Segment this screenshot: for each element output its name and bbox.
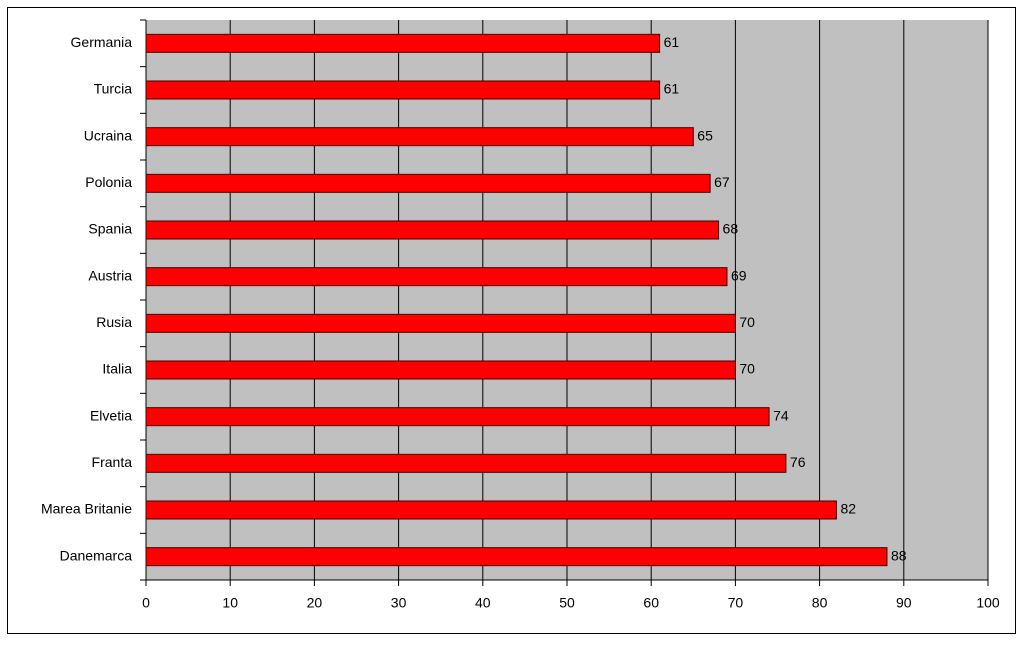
y-tick-label: Ucraina <box>84 127 132 143</box>
data-label: 61 <box>664 81 680 97</box>
bar <box>145 33 661 53</box>
y-tick-label: Marea Britanie <box>41 501 132 517</box>
x-tick-label: 0 <box>142 595 150 611</box>
data-label: 68 <box>723 221 739 237</box>
x-tick-label: 10 <box>222 595 238 611</box>
y-tick-label: Germania <box>71 34 133 50</box>
bar <box>145 267 728 287</box>
x-tick-label: 40 <box>475 595 491 611</box>
x-tick-label: 90 <box>896 595 912 611</box>
bar <box>145 80 661 100</box>
bar <box>145 407 770 427</box>
y-tick-label: Polonia <box>85 174 132 190</box>
bar <box>145 173 711 193</box>
data-label: 82 <box>840 501 856 517</box>
x-tick-label: 50 <box>559 595 575 611</box>
bar <box>145 500 837 520</box>
y-tick-label: Danemarca <box>60 547 133 563</box>
x-tick-label: 70 <box>728 595 744 611</box>
data-label: 61 <box>664 34 680 50</box>
x-tick-label: 20 <box>307 595 323 611</box>
y-tick-label: Austria <box>88 267 132 283</box>
bar <box>145 547 888 567</box>
x-tick-label: 80 <box>812 595 828 611</box>
y-tick-label: Rusia <box>96 314 132 330</box>
y-tick-label: Franta <box>92 454 133 470</box>
y-tick-label: Italia <box>102 361 132 377</box>
y-tick-label: Turcia <box>94 81 133 97</box>
data-label: 74 <box>773 407 789 423</box>
data-label: 70 <box>739 314 755 330</box>
data-label: 76 <box>790 454 806 470</box>
y-tick-label: Elvetia <box>90 407 132 423</box>
data-label: 70 <box>739 361 755 377</box>
bar <box>145 453 787 473</box>
data-label: 69 <box>731 267 747 283</box>
bar <box>145 313 736 333</box>
y-tick-label: Spania <box>88 221 132 237</box>
bar <box>145 127 694 147</box>
x-tick-label: 30 <box>391 595 407 611</box>
bar <box>145 360 736 380</box>
x-tick-label: 100 <box>976 595 1000 611</box>
data-label: 88 <box>891 547 907 563</box>
bar <box>145 220 720 240</box>
data-label: 65 <box>697 127 713 143</box>
x-tick-label: 60 <box>643 595 659 611</box>
data-label: 67 <box>714 174 730 190</box>
